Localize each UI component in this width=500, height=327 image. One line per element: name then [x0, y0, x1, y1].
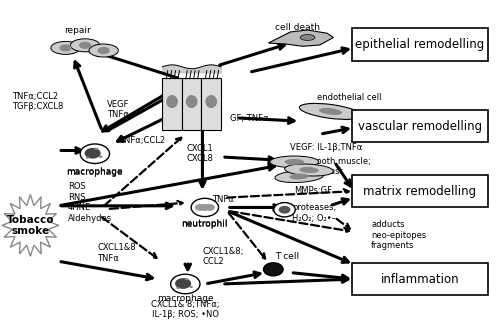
- FancyBboxPatch shape: [352, 175, 488, 207]
- Text: macrophage: macrophage: [66, 168, 123, 177]
- FancyBboxPatch shape: [182, 78, 202, 130]
- Text: inflammation: inflammation: [380, 273, 460, 285]
- Text: TNFα;CCL2
TGFβ;CXCL8: TNFα;CCL2 TGFβ;CXCL8: [12, 92, 63, 111]
- Circle shape: [80, 144, 110, 164]
- Text: TNFα: TNFα: [212, 196, 234, 204]
- Polygon shape: [2, 195, 58, 256]
- Circle shape: [86, 156, 90, 159]
- Ellipse shape: [270, 156, 319, 168]
- Circle shape: [264, 263, 283, 276]
- Ellipse shape: [166, 95, 178, 108]
- Ellipse shape: [284, 159, 304, 165]
- Text: epithelial remodelling: epithelial remodelling: [356, 38, 484, 51]
- Text: VEGF: IL-1β;TNFα: VEGF: IL-1β;TNFα: [290, 143, 362, 152]
- Circle shape: [191, 198, 218, 216]
- Ellipse shape: [89, 44, 118, 57]
- FancyBboxPatch shape: [202, 78, 221, 130]
- Ellipse shape: [70, 39, 100, 52]
- Text: TNFα;CCL2: TNFα;CCL2: [120, 136, 166, 145]
- Text: CXCL1
CXCL8: CXCL1 CXCL8: [187, 144, 214, 164]
- Ellipse shape: [51, 42, 80, 54]
- Text: adducts
neo-epitopes
fragments: adducts neo-epitopes fragments: [371, 220, 426, 250]
- Circle shape: [278, 206, 290, 214]
- Text: GF: GF: [168, 103, 179, 112]
- Ellipse shape: [290, 174, 309, 180]
- Text: CXCL1&8;
CCL2: CXCL1&8; CCL2: [202, 247, 244, 266]
- Text: metaplasia: metaplasia: [172, 95, 222, 104]
- Circle shape: [99, 156, 102, 158]
- Text: Tobacco
smoke: Tobacco smoke: [6, 215, 54, 236]
- Text: matrix remodelling: matrix remodelling: [364, 185, 476, 198]
- FancyBboxPatch shape: [352, 28, 488, 61]
- Text: MMPs;GF: MMPs;GF: [294, 186, 332, 195]
- FancyBboxPatch shape: [162, 78, 182, 130]
- Text: CXCL1& 8;TNFα;
IL-1β; ROS; •NO: CXCL1& 8;TNFα; IL-1β; ROS; •NO: [151, 300, 220, 319]
- Ellipse shape: [206, 95, 217, 108]
- Text: VEGF
TNFα: VEGF TNFα: [107, 100, 130, 119]
- Circle shape: [200, 204, 210, 211]
- Circle shape: [94, 148, 98, 150]
- Text: repair: repair: [64, 26, 91, 35]
- Text: ROS
RNS
4HNE
Aldehydes: ROS RNS 4HNE Aldehydes: [68, 182, 112, 223]
- Ellipse shape: [186, 95, 198, 108]
- Ellipse shape: [319, 108, 342, 115]
- Circle shape: [195, 204, 205, 211]
- Ellipse shape: [98, 47, 110, 54]
- Ellipse shape: [60, 44, 72, 51]
- Text: endothelial cell: endothelial cell: [318, 93, 382, 102]
- Text: neutrophil: neutrophil: [182, 219, 228, 228]
- Text: neutrophil: neutrophil: [182, 220, 228, 230]
- Ellipse shape: [284, 164, 334, 176]
- Text: T cell: T cell: [275, 252, 299, 261]
- Circle shape: [170, 274, 200, 294]
- Circle shape: [274, 202, 295, 217]
- Circle shape: [190, 286, 193, 288]
- FancyBboxPatch shape: [352, 263, 488, 295]
- Circle shape: [84, 148, 100, 159]
- Ellipse shape: [275, 170, 324, 182]
- Circle shape: [185, 278, 188, 280]
- Ellipse shape: [300, 103, 362, 119]
- Text: vascular remodelling: vascular remodelling: [358, 120, 482, 132]
- Circle shape: [175, 278, 191, 289]
- Ellipse shape: [79, 42, 91, 49]
- Text: macrophage: macrophage: [157, 294, 214, 303]
- Text: macrophage: macrophage: [66, 167, 123, 176]
- Circle shape: [204, 204, 215, 211]
- Text: cell death: cell death: [276, 23, 320, 32]
- Circle shape: [176, 287, 180, 289]
- Ellipse shape: [299, 167, 318, 173]
- Text: smooth muscle;
fibroblast: smooth muscle; fibroblast: [304, 157, 371, 177]
- Text: proteases;
H₂O₂; O₂•–: proteases; H₂O₂; O₂•–: [292, 203, 336, 223]
- Polygon shape: [268, 30, 334, 46]
- FancyBboxPatch shape: [352, 110, 488, 142]
- Ellipse shape: [300, 35, 315, 41]
- Text: CXCL1&8
TNFα: CXCL1&8 TNFα: [98, 243, 136, 263]
- Text: GF; TNFα: GF; TNFα: [230, 114, 269, 123]
